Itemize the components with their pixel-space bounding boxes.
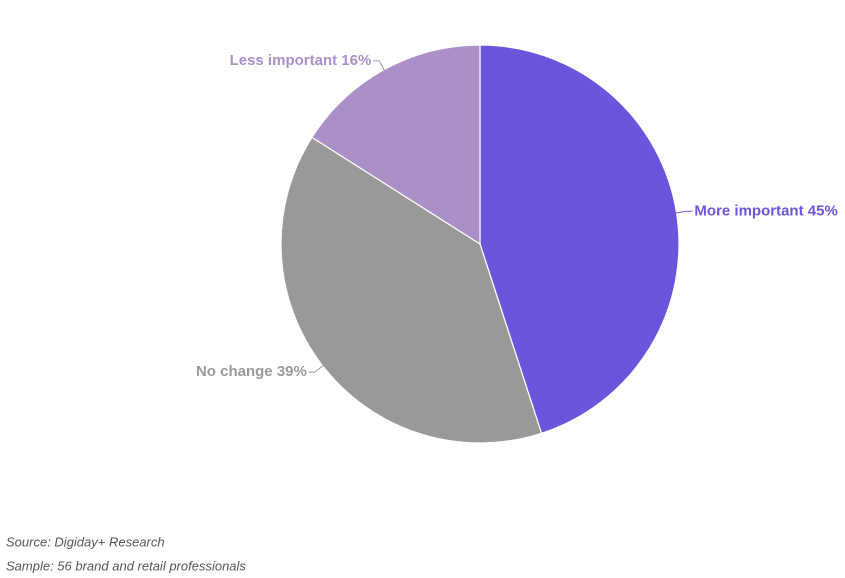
source: Source: Digiday+ Research	[6, 534, 165, 549]
category-label: Less important	[230, 52, 338, 69]
value-label: 45%	[808, 202, 838, 219]
leader-line	[308, 364, 325, 373]
leader-line	[674, 210, 693, 214]
data-label: Less important 16%	[230, 52, 372, 69]
category-label: More important	[694, 202, 803, 219]
category-label: No change	[196, 363, 273, 380]
data-label: No change 39%	[196, 363, 307, 380]
note: Sample: 56 brand and retail professional…	[6, 558, 246, 573]
leader-line	[373, 60, 386, 72]
value-label: 39%	[277, 363, 307, 380]
value-label: 16%	[341, 52, 371, 69]
data-label: More important 45%	[694, 202, 837, 219]
